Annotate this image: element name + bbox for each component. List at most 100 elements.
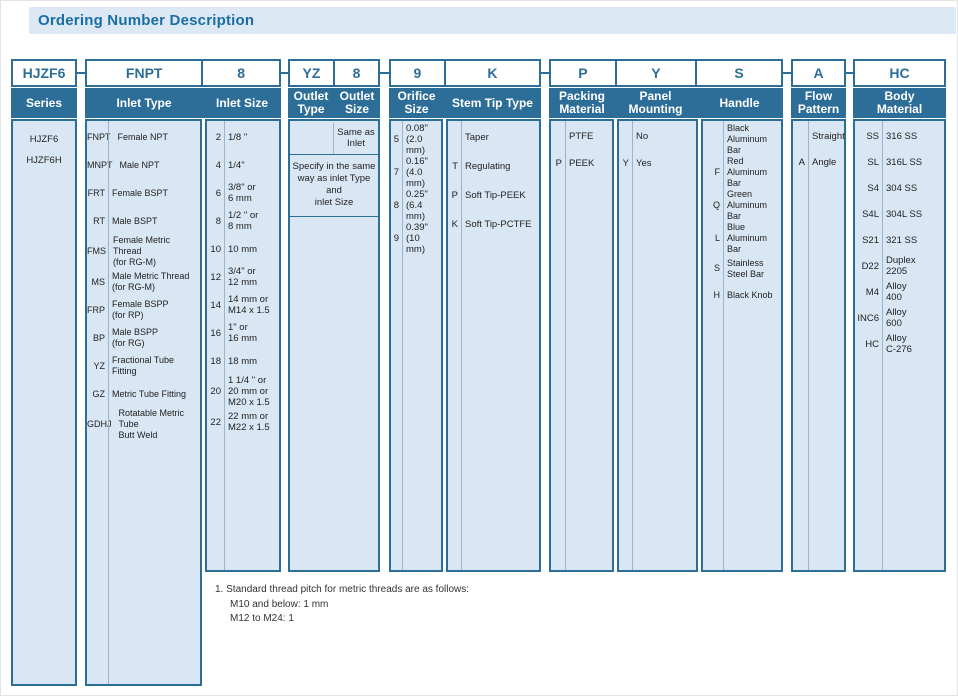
code-cell: FNPT [87, 131, 111, 142]
code-cell: MS [91, 276, 106, 287]
table-row: 9 0.39" (10 mm) [391, 222, 441, 255]
footnote-line: M12 to M24: 1 [230, 613, 294, 624]
desc-cell: 1/2 " or 8 mm [228, 210, 259, 232]
table-row: FMS Female Metric Thread (for RG-M) [87, 235, 200, 268]
code-cell: RT [93, 215, 105, 226]
desc-cell: Female BSPP (for RP) [112, 299, 169, 320]
example-code-row: P Y S [549, 59, 783, 87]
footnote-line: 1. Standard thread pitch for metric thre… [215, 584, 470, 595]
code-outlet-size: 8 [333, 61, 378, 85]
table-row: PTFE [551, 123, 612, 150]
body-material-options: SS 316 SS SL 316L SS S4 304 SS S4L 304L SS S21 32… [853, 119, 946, 572]
header-orifice-size: Orifice Size [397, 89, 436, 116]
group-flow-pattern: A Flow Pattern Straight A Angle [791, 59, 846, 572]
flow-bodies: Straight A Angle [791, 119, 846, 572]
code-handle: S [694, 61, 781, 85]
header-row: Series [11, 88, 77, 118]
code-cell: S21 [862, 234, 879, 246]
table-row: HJZF6 [29, 134, 59, 145]
desc-cell: Male BSPP (for RG) [112, 327, 159, 348]
desc-cell: 304 SS [886, 182, 918, 194]
group-body-material: HC Body Material SS 316 SS SL 316L SS S4 304 … [853, 59, 946, 572]
desc-cell: Alloy C-276 [886, 333, 912, 355]
desc-cell: Straight [812, 130, 845, 142]
connector-line [782, 72, 792, 74]
table-row: GDHJ Rotatable Metric Tube Butt Weld [87, 408, 200, 441]
header-row: Body Material [853, 88, 946, 118]
connector-line [540, 72, 550, 74]
table-row: 20 1 1/4 " or 20 mm or M20 x 1.5 [207, 375, 279, 408]
table-row: FNPT Female NPT [87, 123, 200, 151]
table-row: HJZF6H [26, 155, 62, 166]
desc-cell: PEEK [569, 158, 595, 169]
code-cell: 2 [215, 131, 221, 143]
table-row: S4 304 SS [855, 175, 944, 201]
desc-cell: 1" or 16 mm [228, 322, 258, 344]
code-stem-tip-type: K [443, 61, 539, 85]
footnote-line: M10 and below: 1 mm [230, 598, 329, 610]
code-body-material: HC [889, 65, 910, 81]
table-row: No [619, 123, 696, 150]
header-inlet-type: Inlet Type [116, 95, 172, 110]
table-row: HC Alloy C-276 [855, 331, 944, 357]
header-row: Flow Pattern [791, 88, 846, 118]
table-row: S4L 304L SS [855, 201, 944, 227]
code-cell: SS [866, 130, 879, 142]
desc-cell: Female BSPT [112, 187, 169, 198]
table-row: 14 14 mm or M14 x 1.5 [207, 291, 279, 319]
outlet-size-cell: Same as Inlet [337, 127, 375, 149]
desc-cell: 316 SS [886, 130, 918, 142]
table-row: S21 321 SS [855, 227, 944, 253]
example-code-row: HC [853, 59, 946, 87]
code-inlet-type: FNPT [125, 65, 163, 81]
code-cell: 5 [393, 134, 399, 145]
desc-cell: 0.08" (2.0 mm) [406, 123, 428, 156]
desc-cell: PTFE [569, 131, 594, 142]
panel-mounting-options: No Y Yes [617, 119, 698, 572]
connector-line [845, 72, 854, 74]
desc-cell: Male Metric Thread (for RG-M) [112, 271, 190, 292]
code-cell: MNPT [87, 159, 113, 170]
packing-panel-handle-bodies: PTFE P PEEK No Y Yes Black Aluminum Bar F Red … [549, 119, 783, 572]
outlet-first-row: Same as Inlet [290, 123, 378, 155]
table-row: 22 22 mm or M22 x 1.5 [207, 408, 279, 436]
table-row: GZ Metric Tube Fitting [87, 380, 200, 408]
code-cell: 20 [210, 386, 221, 397]
table-row: 8 1/2 " or 8 mm [207, 207, 279, 235]
desc-cell: Alloy 600 [886, 307, 907, 329]
desc-cell: Angle [812, 156, 837, 168]
code-cell: 4 [215, 159, 221, 171]
table-row: 10 10 mm [207, 235, 279, 263]
table-row: Straight [793, 123, 845, 149]
group-packing-panel-handle: P Y S Packing Material Panel Mounting Ha… [549, 59, 783, 572]
code-cell: 22 [210, 416, 221, 428]
header-inlet-size: Inlet Size [215, 95, 268, 110]
desc-cell: Blue Aluminum Bar [727, 222, 768, 254]
desc-cell: No [636, 131, 649, 142]
series-bodies: HJZF6 HJZF6H [11, 119, 77, 686]
code-flow-pattern: A [813, 65, 824, 81]
desc-cell: Alloy 400 [886, 281, 907, 303]
group-series: HJZF6 Series HJZF6 HJZF6H [11, 59, 77, 686]
code-cell: 9 [393, 233, 399, 244]
table-row: H Black Knob [703, 282, 781, 309]
header-row: Outlet Type Outlet Size [288, 88, 380, 118]
example-code-row: A [791, 59, 846, 87]
desc-cell: Duplex 2205 [886, 255, 916, 277]
outlet-note: Specify in the same way as inlet Type an… [290, 155, 378, 217]
code-cell: S4L [862, 208, 879, 220]
code-outlet-type: YZ [302, 65, 321, 81]
outlet-options: Same as Inlet Specify in the same way as… [288, 119, 380, 572]
connector-line [379, 72, 390, 74]
code-cell: FMS [87, 246, 106, 256]
desc-cell: Male NPT [119, 159, 160, 170]
desc-cell: Green Aluminum Bar [727, 189, 768, 221]
desc-cell: Female NPT [117, 131, 169, 142]
table-row: FRP Female BSPP (for RP) [87, 296, 200, 324]
inlet-size-options: 2 1/8 " 4 1/4" 6 3/8" or 6 mm 8 1/2 " or 8 mm 10… [205, 119, 281, 572]
packing-material-options: PTFE P PEEK [549, 119, 614, 572]
example-code-row: HJZF6 [11, 59, 77, 87]
table-row: S Stainless Steel Bar [703, 255, 781, 282]
code-cell: 8 [215, 215, 221, 227]
